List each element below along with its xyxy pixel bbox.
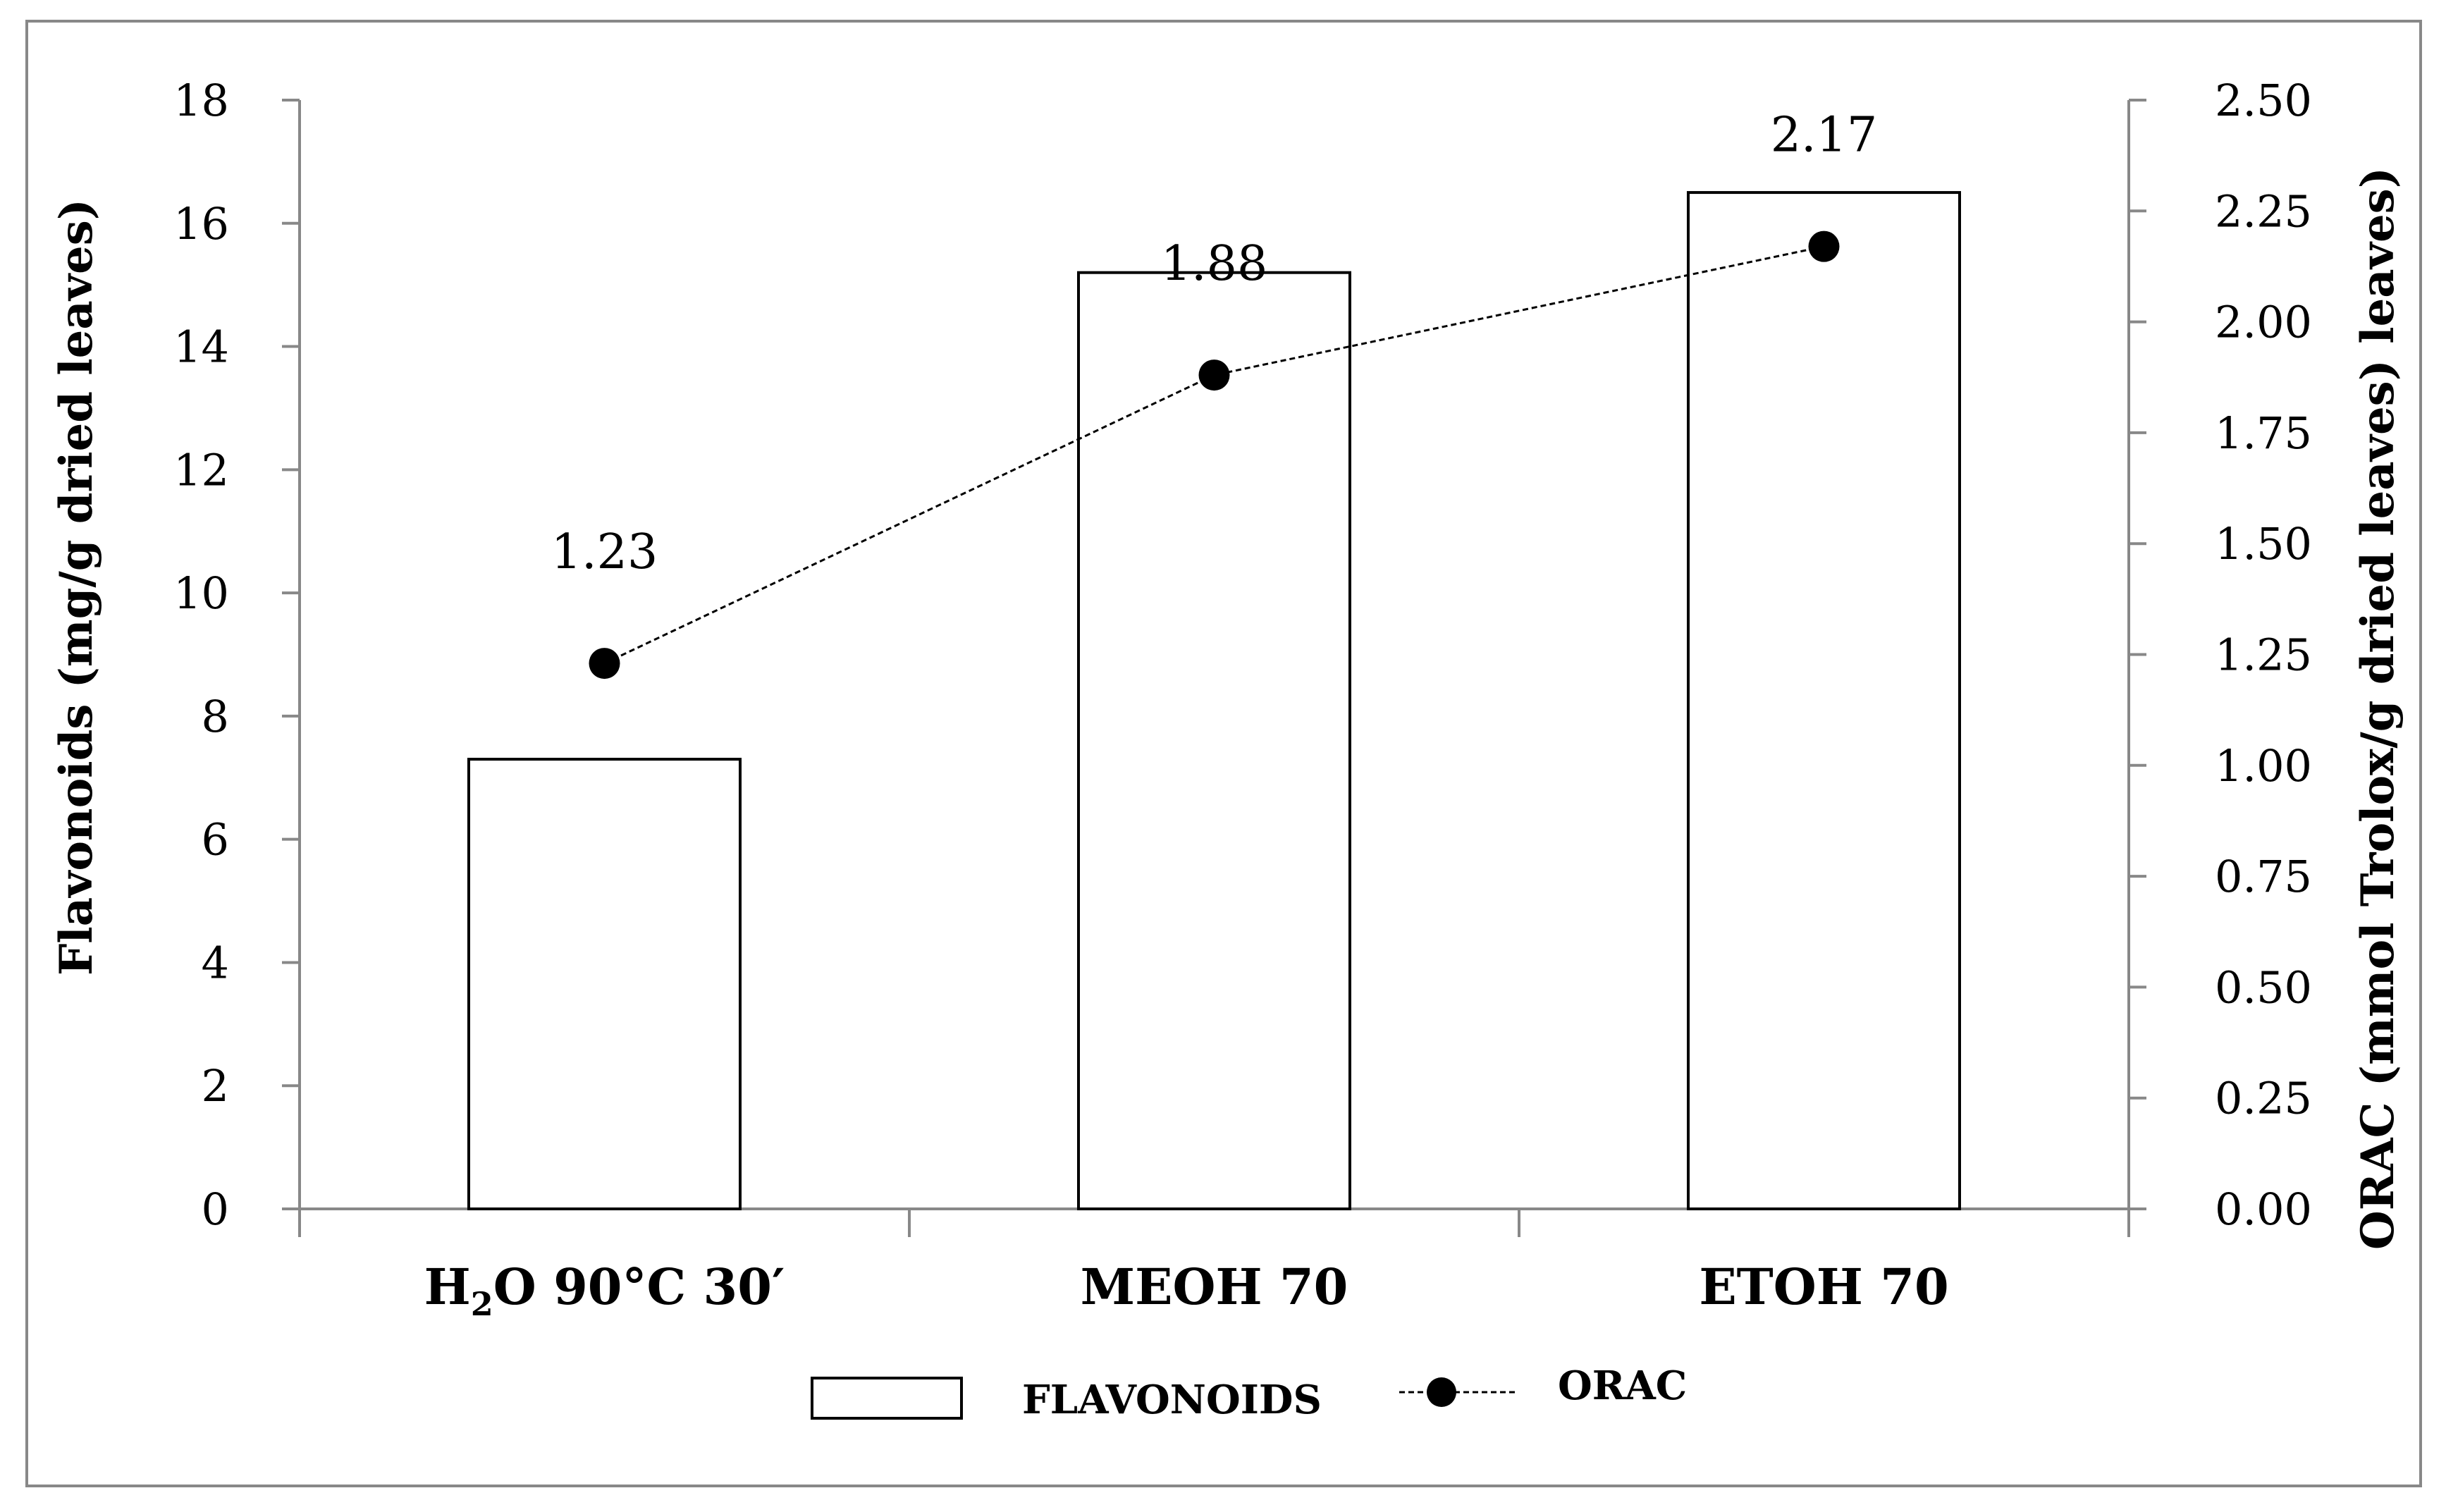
x-category-label: H2O 90°C 30′ [424,1258,785,1323]
data-labels: 1.23 1.88 2.17 [551,108,1877,580]
right-axis-tick-label: 2.25 [2215,185,2312,237]
orac-point [1198,359,1230,391]
right-axis-title: ORAC (mmol Trolox/g dried leaves) leaves… [2352,167,2404,1250]
left-axis-tick-label: 2 [202,1060,229,1112]
right-axis-tick-label: 1.25 [2215,629,2312,681]
left-axis-title: Flavonoids (mg/g dried leaves) [50,199,103,976]
legend-flavonoids-swatch [811,1377,963,1420]
left-axis-tick-label: 0 [202,1184,229,1235]
left-axis-tick-label: 4 [202,937,229,988]
orac-data-label: 2.17 [1771,108,1877,164]
left-axis-tick-label: 12 [173,444,229,496]
right-axis-tick-label: 1.75 [2215,407,2312,459]
x-category-label: ETOH 70 [1699,1258,1948,1316]
orac-point [589,648,620,680]
flavonoids-bar [1077,271,1351,1211]
legend-orac-marker [1427,1377,1456,1407]
right-axis-tick-label: 0.75 [2215,851,2312,902]
legend: FLAVONOIDS ORAC [811,1363,1687,1423]
legend-orac-label: ORAC [1558,1363,1687,1409]
orac-data-label: 1.88 [1161,236,1267,292]
right-axis-tick-label: 2.00 [2215,297,2312,348]
legend-flavonoids-label: FLAVONOIDS [1022,1377,1322,1423]
left-axis-tick-label: 8 [202,691,229,742]
orac-data-label: 1.23 [551,524,658,580]
left-axis-tick-label: 16 [173,198,229,250]
left-axis-tick-label: 10 [173,567,229,619]
right-axis-tick-label: 1.00 [2215,740,2312,792]
right-axis-tick-label: 0.25 [2215,1073,2312,1124]
left-axis-tick-label: 6 [202,814,229,866]
orac-line [589,231,1840,680]
right-axis-tick-label: 0.00 [2215,1184,2312,1235]
right-axis-tick-label: 2.50 [2215,75,2312,126]
orac-point [1808,231,1840,262]
tick-labels: 0 2 4 6 8 10 12 14 16 18 0.00 0.25 0.50 0.75 1.00 1.25 1… [173,75,2312,1323]
left-axis-tick-label: 14 [173,321,229,373]
flavonoids-bar [1687,191,1961,1210]
left-axis-tick-label: 18 [173,75,229,126]
flavonoids-bar [467,758,742,1211]
x-category-label: MEOH 70 [1081,1258,1348,1316]
bars [467,191,1961,1211]
right-axis-tick-label: 0.50 [2215,961,2312,1013]
right-axis-tick-label: 1.50 [2215,518,2312,570]
